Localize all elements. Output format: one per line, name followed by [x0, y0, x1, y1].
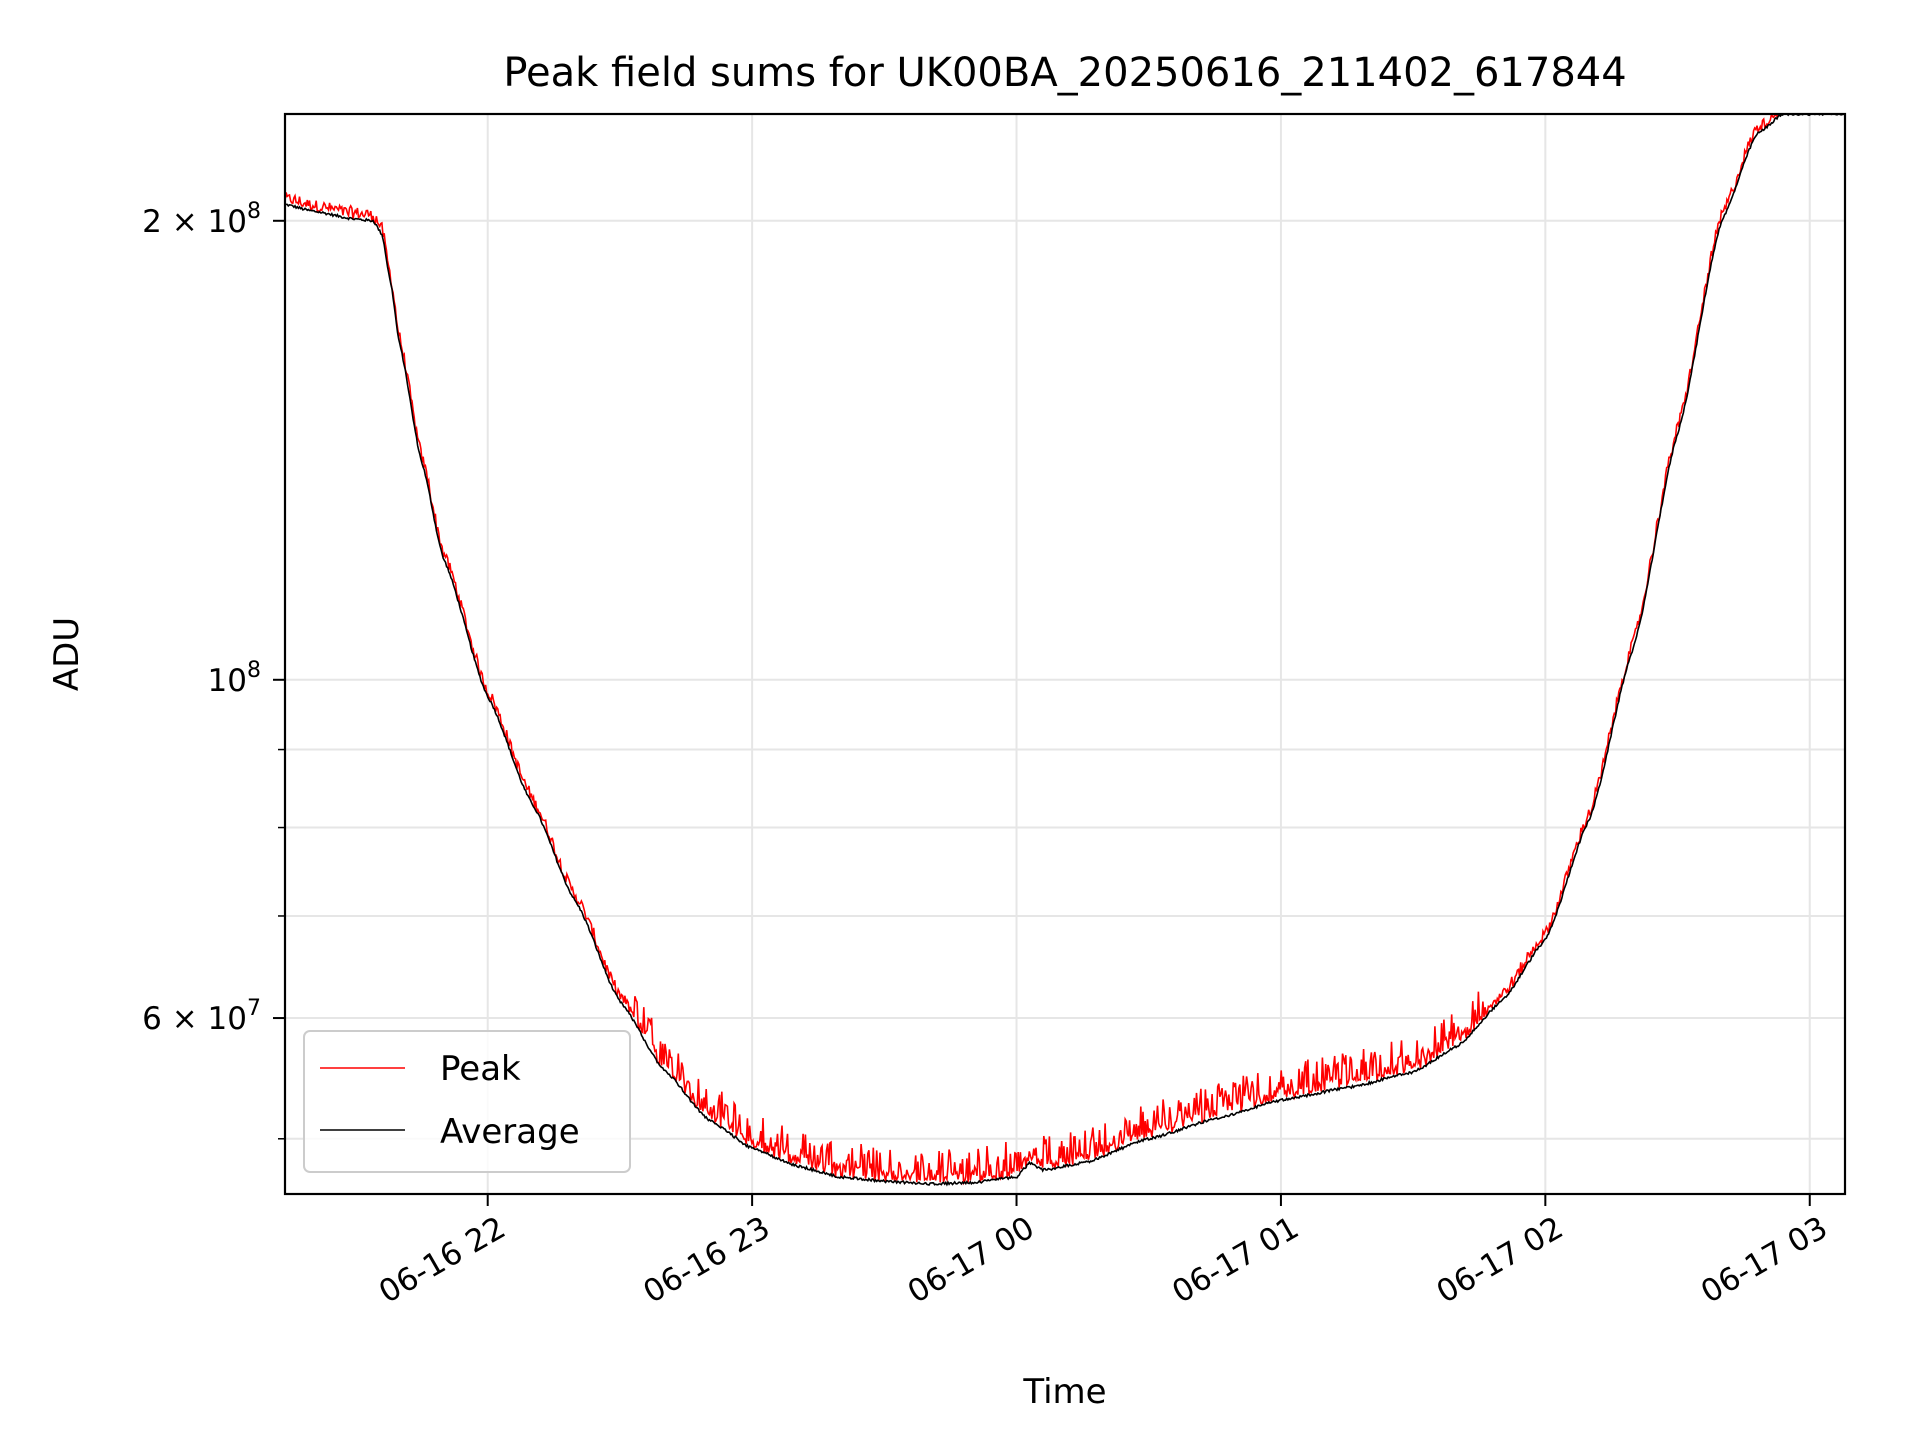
series-layer	[285, 114, 1845, 1187]
plot-frame	[283, 112, 1847, 1196]
x-tick-label: 06-16 23	[637, 1210, 776, 1311]
x-tick-label: 06-16 22	[373, 1210, 512, 1311]
x-tick-label: 06-17 00	[902, 1210, 1041, 1311]
legend-average-label: Average	[440, 1112, 580, 1152]
x-tick-label: 06-17 03	[1695, 1210, 1834, 1311]
chart-title: Peak field sums for UK00BA_20250616_2114…	[503, 50, 1626, 96]
series-line-peak	[285, 114, 1845, 1186]
y-tick-label: 6 × 107	[142, 996, 261, 1037]
legend-frame	[303, 1030, 631, 1173]
legend: Peak Average	[303, 1030, 631, 1173]
legend-peak-label: Peak	[440, 1049, 521, 1089]
x-tick-label: 06-17 01	[1166, 1210, 1305, 1311]
y-tick-label: 2 × 108	[142, 199, 261, 240]
y-axis-title: ADU	[47, 617, 87, 691]
series-line-average	[285, 114, 1845, 1187]
x-tick-label: 06-17 02	[1431, 1210, 1570, 1311]
grid-layer	[285, 114, 1845, 1194]
x-axis-title: Time	[1022, 1372, 1106, 1412]
y-tick-label: 108	[208, 658, 261, 699]
